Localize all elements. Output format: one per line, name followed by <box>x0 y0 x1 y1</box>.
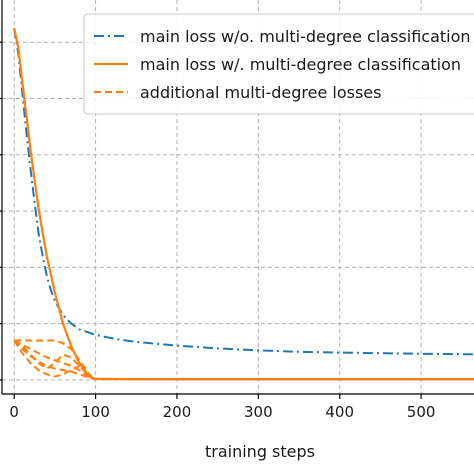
series-line-7 <box>13 339 474 381</box>
x-tick-label: 100 <box>81 403 110 421</box>
x-tick-label: 300 <box>244 403 273 421</box>
plot-area <box>13 27 474 381</box>
series-line-3 <box>14 339 474 381</box>
x-axis-label: training steps <box>205 442 315 461</box>
x-tick-label: 400 <box>325 403 354 421</box>
tick-labels: 0 100 200 300 400 500 <box>9 403 435 421</box>
legend-label: main loss w/. multi-degree classificatio… <box>140 55 461 74</box>
series-line-5 <box>13 339 474 381</box>
axes <box>0 0 474 399</box>
legend-box <box>83 13 474 115</box>
legend-label: additional multi-degree losses <box>140 83 381 102</box>
legend-label: main loss w/o. multi-degree classificati… <box>140 27 471 46</box>
series-line-6 <box>13 339 474 381</box>
legend: main loss w/o. multi-degree classificati… <box>83 13 474 115</box>
x-tick-label: 0 <box>9 403 19 421</box>
x-tick-label: 500 <box>407 403 436 421</box>
series-line-1 <box>13 27 474 356</box>
x-tick-label: 200 <box>163 403 192 421</box>
series-line-4 <box>13 339 474 381</box>
